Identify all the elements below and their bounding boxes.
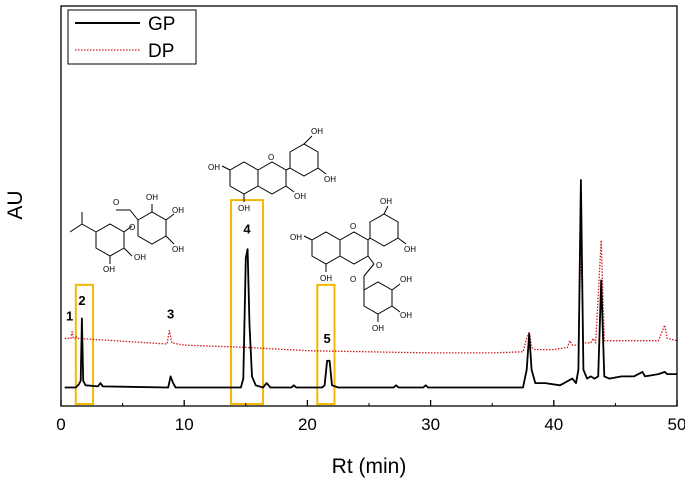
structure-compound-4: OH OH OH OH OH O [208,127,336,213]
trace-dp [64,239,678,354]
x-tick-label: 20 [298,415,317,434]
peak-label-5: 5 [323,331,330,346]
y-axis-title: AU [4,190,27,219]
oh-label: OH [146,193,158,202]
x-axis-title: Rt (min) [332,455,407,478]
highlight-box-2 [230,199,265,405]
trace-gp [64,179,677,389]
oh-label: OH [294,192,306,201]
peak-labels: 12 3 4 5 [66,222,331,346]
peak-label-4: 4 [243,222,251,237]
oh-label: OH [324,175,336,184]
x-tick-label: 30 [421,415,440,434]
x-tick-label: 40 [544,415,563,434]
oh-label: OH [372,324,384,333]
structure-compound-5: OH OH OH OH OH OH OH O O O [290,197,416,333]
o-label: O [376,261,382,270]
highlight-boxes [74,199,336,406]
o-label: O [350,222,356,231]
oh-label: OH [400,275,412,284]
oh-label: OH [311,127,323,136]
x-tick-label: 50 [668,415,685,434]
oh-label: OH [380,197,392,206]
x-tick-label: 10 [175,415,194,434]
x-axis-ticks: 0 10 20 30 40 50 [56,400,685,434]
oh-label: OH [172,206,184,215]
oh-label: OH [172,245,184,254]
oh-label: OH [238,204,250,213]
peak-label-3: 3 [167,306,174,321]
o-label: O [129,223,135,232]
legend-label-dp: DP [148,41,174,62]
plot-frame [60,5,678,407]
oh-label: OH [208,163,220,172]
peak-label-2: 2 [78,293,85,308]
oh-label: OH [320,274,332,283]
oh-label: OH [400,311,412,320]
oh-label: OH [404,245,416,254]
x-tick-label: 0 [56,415,65,434]
legend: GP DP [67,9,197,65]
legend-frame [67,9,197,65]
peak-label-1: 1 [66,309,73,324]
oh-label: OH [103,265,115,274]
o-label: O [350,275,356,284]
oh-label: OH [290,233,302,242]
traces [64,179,678,389]
oh-label: OH [134,253,146,262]
structure-compound-1: OH OH O O OH OH OH [69,193,184,274]
highlight-box-3 [316,283,336,406]
highlight-box-1 [74,283,95,406]
o-label: O [268,153,274,162]
o-label: O [113,198,119,207]
legend-label-gp: GP [148,14,175,35]
